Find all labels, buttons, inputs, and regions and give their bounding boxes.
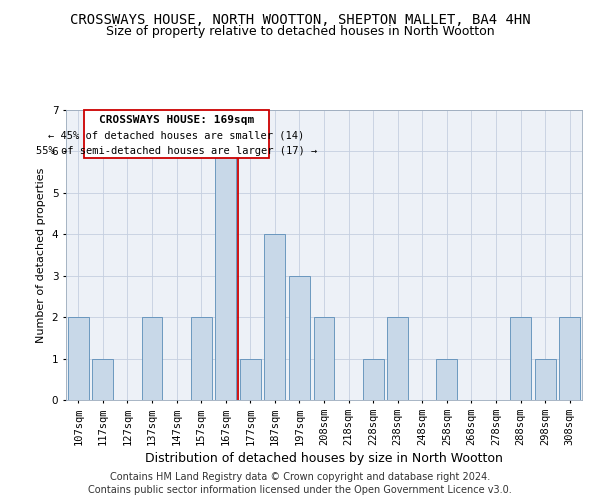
X-axis label: Distribution of detached houses by size in North Wootton: Distribution of detached houses by size … (145, 452, 503, 465)
Bar (436, 358, 457, 400)
Bar (289, 276, 310, 400)
Bar (559, 317, 580, 400)
Bar (265, 234, 286, 400)
Bar (68, 317, 89, 400)
Bar (191, 317, 212, 400)
Bar (92, 358, 113, 400)
Text: Contains public sector information licensed under the Open Government Licence v3: Contains public sector information licen… (88, 485, 512, 495)
Bar (362, 358, 383, 400)
Text: Size of property relative to detached houses in North Wootton: Size of property relative to detached ho… (106, 25, 494, 38)
Bar (510, 317, 531, 400)
Text: CROSSWAYS HOUSE: 169sqm: CROSSWAYS HOUSE: 169sqm (99, 115, 254, 125)
Bar (83, 110, 269, 158)
Text: 55% of semi-detached houses are larger (17) →: 55% of semi-detached houses are larger (… (36, 146, 317, 156)
Bar (314, 317, 334, 400)
Bar (215, 152, 236, 400)
Bar (142, 317, 163, 400)
Bar (240, 358, 261, 400)
Bar (387, 317, 408, 400)
Y-axis label: Number of detached properties: Number of detached properties (36, 168, 46, 342)
Text: Contains HM Land Registry data © Crown copyright and database right 2024.: Contains HM Land Registry data © Crown c… (110, 472, 490, 482)
Text: CROSSWAYS HOUSE, NORTH WOOTTON, SHEPTON MALLET, BA4 4HN: CROSSWAYS HOUSE, NORTH WOOTTON, SHEPTON … (70, 12, 530, 26)
Bar (535, 358, 556, 400)
Text: ← 45% of detached houses are smaller (14): ← 45% of detached houses are smaller (14… (49, 130, 305, 140)
